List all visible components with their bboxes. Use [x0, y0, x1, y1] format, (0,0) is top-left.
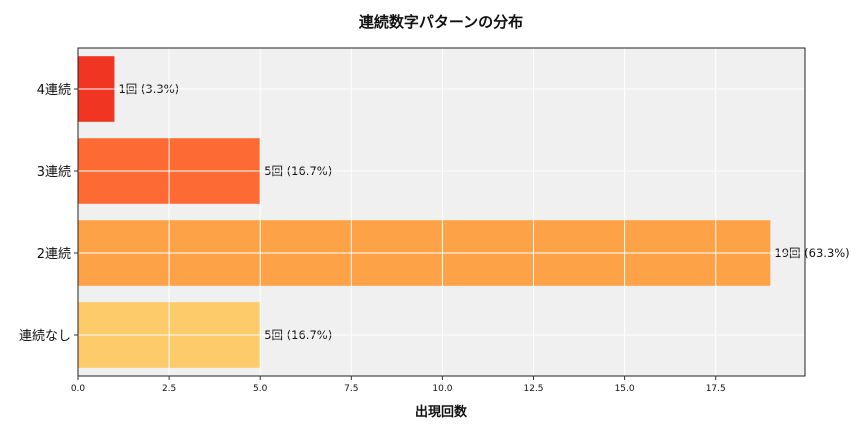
bar-label-2: 19回 (63.3%) [774, 246, 849, 260]
x-tick-label-5: 12.5 [523, 384, 543, 394]
y-tick-label-1: 3連続 [37, 165, 71, 180]
x-tick-label-2: 5.0 [253, 384, 268, 394]
chart-title: 連続数字パターンの分布 [359, 13, 523, 31]
x-tick-label-3: 7.5 [344, 384, 358, 394]
x-tick-label-1: 2.5 [162, 384, 176, 394]
plot-frame [77, 47, 806, 377]
x-tick-label-7: 17.5 [706, 384, 726, 394]
x-axis-label: 出現回数 [415, 404, 468, 420]
y-tick-label-2: 2連続 [37, 247, 71, 262]
y-tick-label-0: 4連続 [37, 83, 71, 98]
y-tick-label-3: 連続なし [19, 329, 71, 344]
x-tick-label-0: 0.0 [71, 384, 86, 394]
x-tick-label-6: 15.0 [615, 384, 635, 394]
x-tick-label-4: 10.0 [432, 384, 452, 394]
